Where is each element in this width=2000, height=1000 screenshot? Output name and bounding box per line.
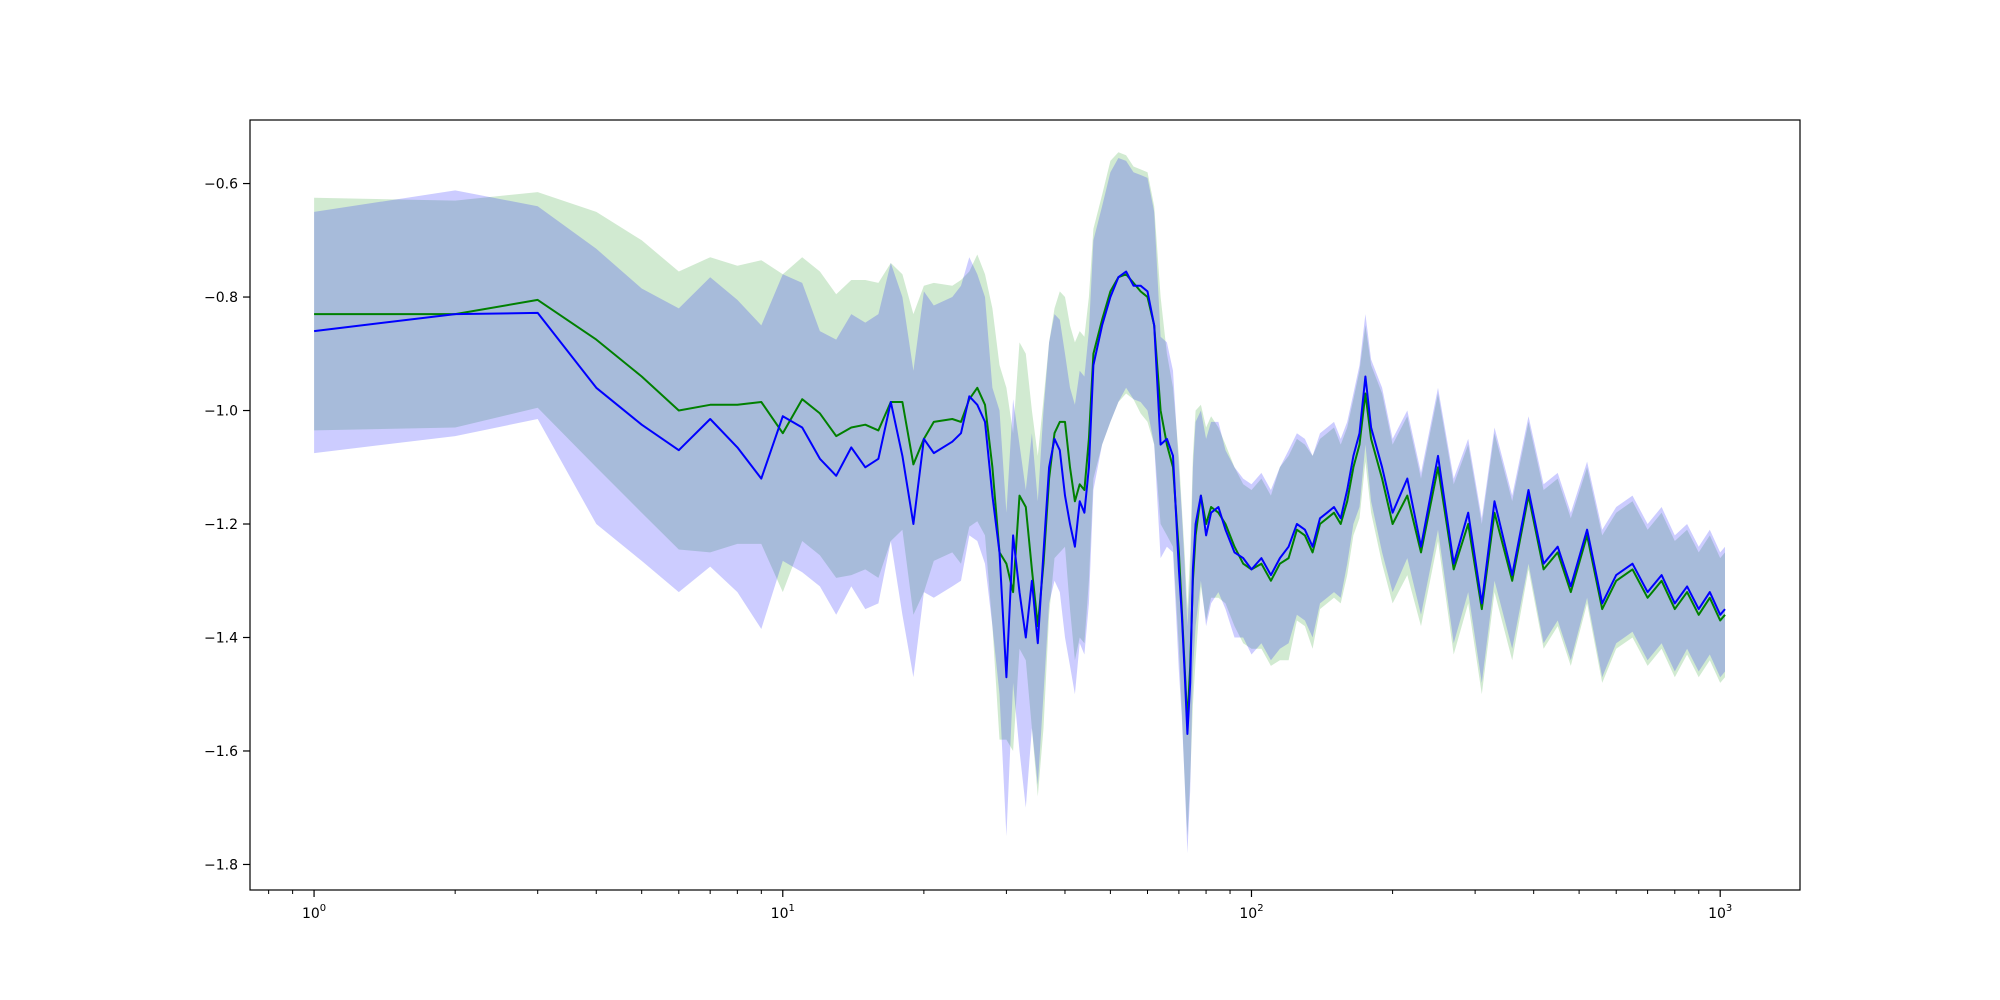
y-axis: −0.6 −0.8 −1.0 −1.2 −1.4 −1.6 −1.8 [204,177,250,873]
plot-frame [249,119,1801,891]
series-2-line [313,270,1726,735]
x-tick-label: 102 [1239,903,1263,922]
y-tick-label: −1.6 [204,744,238,760]
series-lines [313,270,1726,735]
y-tick-label: −1.0 [204,404,238,420]
x-tick-exponent: 1 [789,903,795,914]
y-tick-label: −1.8 [204,857,238,873]
x-tick-label: 103 [1708,903,1732,922]
x-tick-label: 101 [771,903,795,922]
series-1-band [314,152,1726,837]
y-tick-label: −1.2 [204,517,238,533]
x-tick-base: 10 [1239,906,1257,922]
y-tick-label: −0.8 [204,290,238,306]
y-tick-label: −1.4 [204,630,238,646]
x-axis: 100 101 102 103 [268,890,1732,922]
x-tick-base: 10 [771,906,789,922]
x-tick-exponent: 0 [320,903,326,914]
x-tick-base: 10 [302,906,320,922]
x-tick-base: 10 [1708,906,1726,922]
x-tick-exponent: 3 [1726,903,1732,914]
x-tick-label: 100 [302,903,326,922]
y-tick-label: −0.6 [204,177,238,193]
x-tick-exponent: 2 [1257,903,1263,914]
